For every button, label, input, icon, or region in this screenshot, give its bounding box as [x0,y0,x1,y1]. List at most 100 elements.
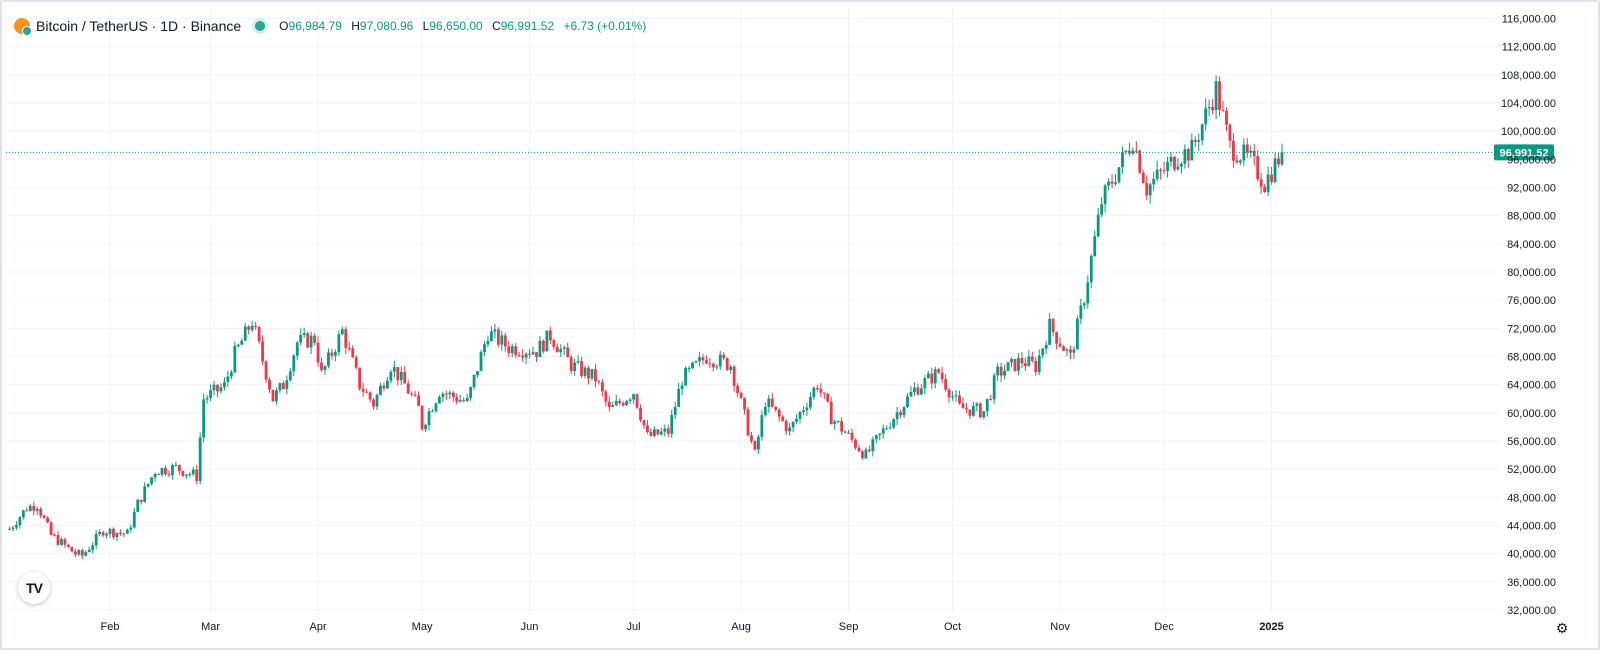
candle-up [243,322,247,341]
candle-up [479,349,483,372]
candle-up [94,530,98,549]
candle-down [53,533,56,537]
candle-down [940,366,944,384]
x-tick-label: Sep [839,621,859,633]
candle-down [514,343,518,358]
candle-down [555,343,559,353]
candle-up [125,528,129,534]
candle-up [652,426,656,438]
candle-up [1089,254,1093,289]
candle-up [510,343,514,358]
y-tick-label: 92,000.00 [1507,183,1556,195]
candle-up [1093,230,1097,257]
candle-down [822,392,826,400]
time-axis[interactable]: Feb Mar Apr May Jun Jul Aug Sep Oct Nov Dec 2025 [101,621,1284,633]
candle-up [1010,357,1013,368]
candle-up [628,397,632,405]
candle-up [87,546,91,553]
candle-up [233,341,237,374]
candle-up [1152,171,1156,191]
candle-down [195,465,199,485]
candle-down [1221,100,1225,112]
candle-up [691,361,694,370]
candle-down [1277,153,1280,168]
y-tick-label: 60,000.00 [1507,408,1556,420]
candle-down [406,379,410,394]
candle-down [566,342,570,358]
candle-down [351,345,355,358]
candle-down [528,348,531,359]
candle-up [1107,178,1110,191]
candle-up [614,394,618,406]
candle-up [105,532,108,539]
candle-down [316,336,320,367]
candle-down [989,394,993,401]
candle-down [861,450,864,460]
candle-up [1207,99,1211,117]
candle-up [902,406,906,419]
symbol-title[interactable]: Bitcoin / TetherUS · 1D · Binance [36,18,242,34]
candle-down [965,402,968,414]
candle-down [1020,352,1024,369]
candle-up [191,466,195,477]
candle-down [732,365,736,392]
candle-up [538,336,542,358]
candle-down [944,374,948,392]
candle-down [1162,161,1166,175]
candle-down [455,393,459,405]
candle-down [618,398,622,406]
candle-up [892,418,896,430]
candle-up [493,323,497,339]
market-status-icon[interactable] [255,21,266,31]
candle-up [476,370,479,378]
candle-up [250,320,254,333]
candle-down [978,402,982,419]
candle-down [119,529,122,536]
candle-down [916,383,920,396]
candle-up [150,476,154,486]
candle-up [1190,133,1194,161]
candle-down [840,417,844,435]
candle-down [968,409,972,420]
candle-down [739,391,743,399]
candle-up [486,335,490,348]
candle-up [625,400,629,407]
candle-down [958,390,961,405]
candle-up [1065,347,1069,357]
candle-up [223,377,226,391]
candle-down [451,390,455,402]
candle-down [410,391,414,397]
tradingview-logo[interactable]: TV [18,572,50,604]
candle-up [379,382,382,396]
candle-down [347,341,351,352]
candle-down [361,382,365,397]
candle-down [1235,154,1239,164]
candle-down [271,389,275,402]
last-price-line: 96,991.52 [6,144,1554,161]
candle-down [815,384,819,392]
candle-down [413,390,417,397]
candle-down [708,357,712,369]
candle-down [999,362,1003,382]
y-tick-label: 52,000.00 [1507,464,1556,476]
last-price-label[interactable]: 96,991.52 [1494,144,1554,161]
y-tick-label: 32,000.00 [1507,605,1556,617]
candle-down [320,357,323,372]
candle-up [562,345,566,356]
candle-up [427,408,431,431]
candle-up [375,393,379,411]
candle-down [704,355,708,365]
candle-down [49,520,53,536]
candle-up [729,364,733,374]
candle-down [604,389,608,407]
candle-up [490,326,493,342]
settings-icon[interactable]: ⚙ [1555,620,1569,636]
candle-up [694,360,698,364]
candle-up [1242,138,1246,167]
candle-up [1079,298,1083,325]
y-tick-label: 76,000.00 [1507,295,1556,307]
candle-up [951,391,954,401]
price-axis[interactable]: 116,000.00 112,000.00 108,000.00 104,000.00… [1501,14,1556,617]
candle-up [28,503,32,512]
